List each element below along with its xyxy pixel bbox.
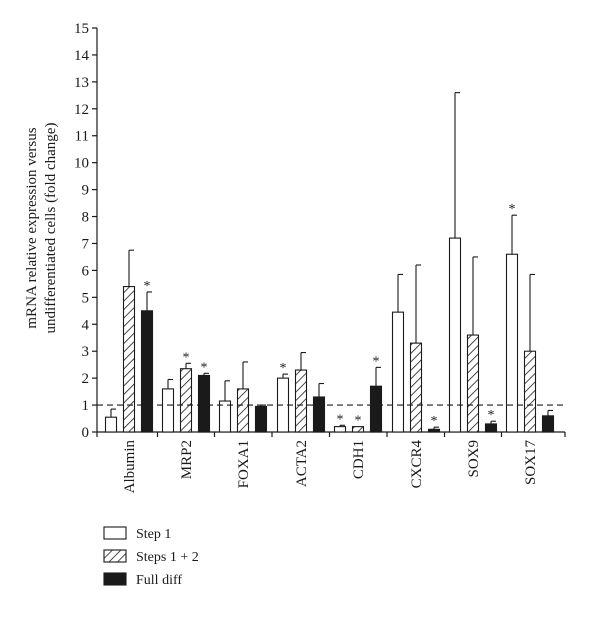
category-label-cdh1: CDH1 xyxy=(351,440,367,479)
y-tick-label: 8 xyxy=(82,210,90,226)
y-tick-label: 15 xyxy=(74,21,89,37)
legend-swatch-1 xyxy=(103,526,127,540)
significance-marker: * xyxy=(488,408,495,423)
bar-sox9-s1 xyxy=(448,237,462,433)
bar-foxa1-s1 xyxy=(218,400,232,433)
bar-mrp2-s3 xyxy=(197,374,211,433)
significance-marker: * xyxy=(337,412,344,427)
significance-marker: * xyxy=(509,202,516,217)
y-axis-label: undifferentiated cells (fold change) xyxy=(43,123,59,334)
y-tick-label: 13 xyxy=(74,75,89,91)
bar-sox9-s3 xyxy=(484,423,498,433)
y-tick-label: 5 xyxy=(82,290,90,306)
category-label-mrp2: MRP2 xyxy=(179,440,195,479)
bar-cxcr4-s2 xyxy=(409,342,423,433)
category-label-sox9: SOX9 xyxy=(466,440,482,478)
category-label-albumin: Albumin xyxy=(122,440,138,494)
bar-albumin-s2 xyxy=(122,286,136,433)
y-tick-label: 3 xyxy=(82,344,90,360)
significance-marker: * xyxy=(280,361,287,376)
significance-marker: * xyxy=(144,279,151,294)
y-tick-label: 0 xyxy=(82,425,90,441)
y-tick-label: 2 xyxy=(82,371,90,387)
y-axis-label: mRNA relative expression versus xyxy=(24,127,40,328)
bar-foxa1-s3 xyxy=(254,405,268,433)
y-tick-label: 9 xyxy=(82,183,90,199)
y-tick-label: 11 xyxy=(75,129,89,145)
y-tick-label: 12 xyxy=(74,102,89,118)
bar-cdh1-s1 xyxy=(333,426,347,433)
legend-swatch-2 xyxy=(103,549,127,563)
y-tick-label: 1 xyxy=(82,398,90,414)
significance-marker: * xyxy=(373,354,380,369)
y-tick-label: 6 xyxy=(82,263,90,279)
category-label-foxa1: FOXA1 xyxy=(236,440,252,488)
bar-foxa1-s2 xyxy=(236,388,250,433)
legend-label-1: Step 1 xyxy=(136,527,171,542)
category-label-cxcr4: CXCR4 xyxy=(409,440,425,489)
bar-cxcr4-s3 xyxy=(427,428,441,433)
y-tick-label: 4 xyxy=(82,317,90,333)
bar-cdh1-s2 xyxy=(351,426,365,433)
y-tick-label: 14 xyxy=(74,48,90,64)
category-label-sox17: SOX17 xyxy=(523,440,539,486)
legend-swatch-3 xyxy=(103,572,127,586)
bar-mrp2-s1 xyxy=(161,388,175,433)
y-tick-label: 10 xyxy=(74,156,89,172)
bar-acta2-s3 xyxy=(312,396,326,433)
bar-cxcr4-s1 xyxy=(391,311,405,433)
bar-sox9-s2 xyxy=(466,334,480,433)
legend-label-2: Steps 1 + 2 xyxy=(136,550,199,565)
significance-marker: * xyxy=(355,414,362,429)
bar-cdh1-s3 xyxy=(369,385,383,433)
bar-albumin-s1 xyxy=(104,416,118,433)
bar-sox17-s2 xyxy=(523,350,537,433)
bar-mrp2-s2 xyxy=(179,368,193,433)
significance-marker: * xyxy=(201,360,208,375)
bar-albumin-s3 xyxy=(140,310,154,433)
significance-marker: * xyxy=(431,414,438,429)
category-label-acta2: ACTA2 xyxy=(294,440,310,487)
bar-acta2-s2 xyxy=(294,369,308,433)
legend-label-3: Full diff xyxy=(136,573,182,588)
y-tick-label: 7 xyxy=(82,236,90,252)
bar-sox17-s3 xyxy=(541,415,555,433)
significance-marker: * xyxy=(183,350,190,365)
